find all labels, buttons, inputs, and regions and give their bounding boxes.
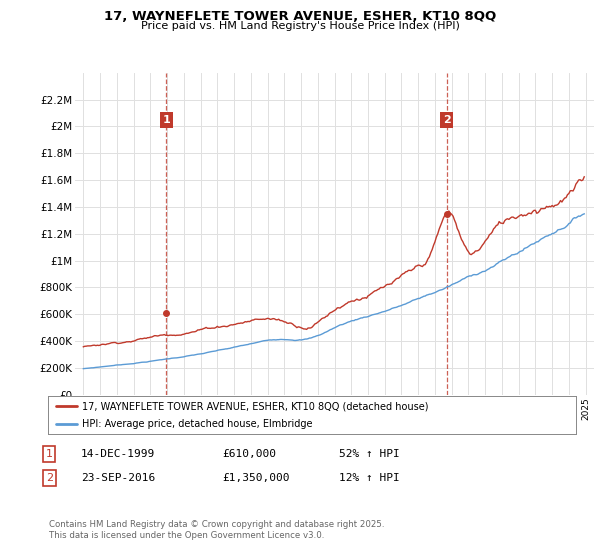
Text: 14-DEC-1999: 14-DEC-1999 — [81, 449, 155, 459]
Text: 1: 1 — [46, 449, 53, 459]
Text: 1: 1 — [163, 115, 170, 125]
Text: £610,000: £610,000 — [222, 449, 276, 459]
Text: 17, WAYNEFLETE TOWER AVENUE, ESHER, KT10 8QQ: 17, WAYNEFLETE TOWER AVENUE, ESHER, KT10… — [104, 10, 496, 23]
Text: 17, WAYNEFLETE TOWER AVENUE, ESHER, KT10 8QQ (detached house): 17, WAYNEFLETE TOWER AVENUE, ESHER, KT10… — [82, 401, 429, 411]
Text: 23-SEP-2016: 23-SEP-2016 — [81, 473, 155, 483]
Text: 12% ↑ HPI: 12% ↑ HPI — [339, 473, 400, 483]
Text: HPI: Average price, detached house, Elmbridge: HPI: Average price, detached house, Elmb… — [82, 419, 313, 429]
Text: Price paid vs. HM Land Registry's House Price Index (HPI): Price paid vs. HM Land Registry's House … — [140, 21, 460, 31]
Text: £1,350,000: £1,350,000 — [222, 473, 290, 483]
Text: 2: 2 — [443, 115, 451, 125]
Text: 2: 2 — [46, 473, 53, 483]
Text: Contains HM Land Registry data © Crown copyright and database right 2025.
This d: Contains HM Land Registry data © Crown c… — [49, 520, 385, 540]
Text: 52% ↑ HPI: 52% ↑ HPI — [339, 449, 400, 459]
